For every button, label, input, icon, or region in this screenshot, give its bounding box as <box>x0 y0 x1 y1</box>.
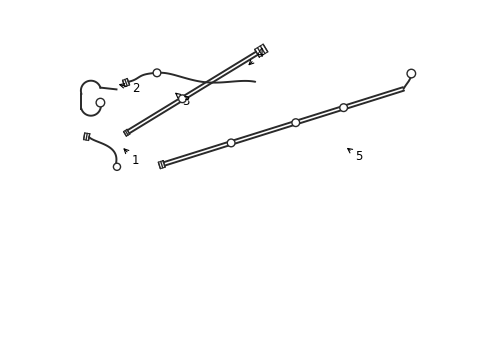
Text: 1: 1 <box>124 149 139 167</box>
Text: 2: 2 <box>120 82 139 95</box>
Circle shape <box>96 98 104 107</box>
Circle shape <box>406 69 415 78</box>
Text: 4: 4 <box>248 47 264 65</box>
Text: 3: 3 <box>176 93 189 108</box>
Circle shape <box>227 139 235 147</box>
Circle shape <box>153 69 161 77</box>
Circle shape <box>178 95 186 103</box>
Circle shape <box>339 104 347 112</box>
Circle shape <box>291 119 299 126</box>
Circle shape <box>113 163 121 170</box>
Text: 5: 5 <box>347 148 362 163</box>
